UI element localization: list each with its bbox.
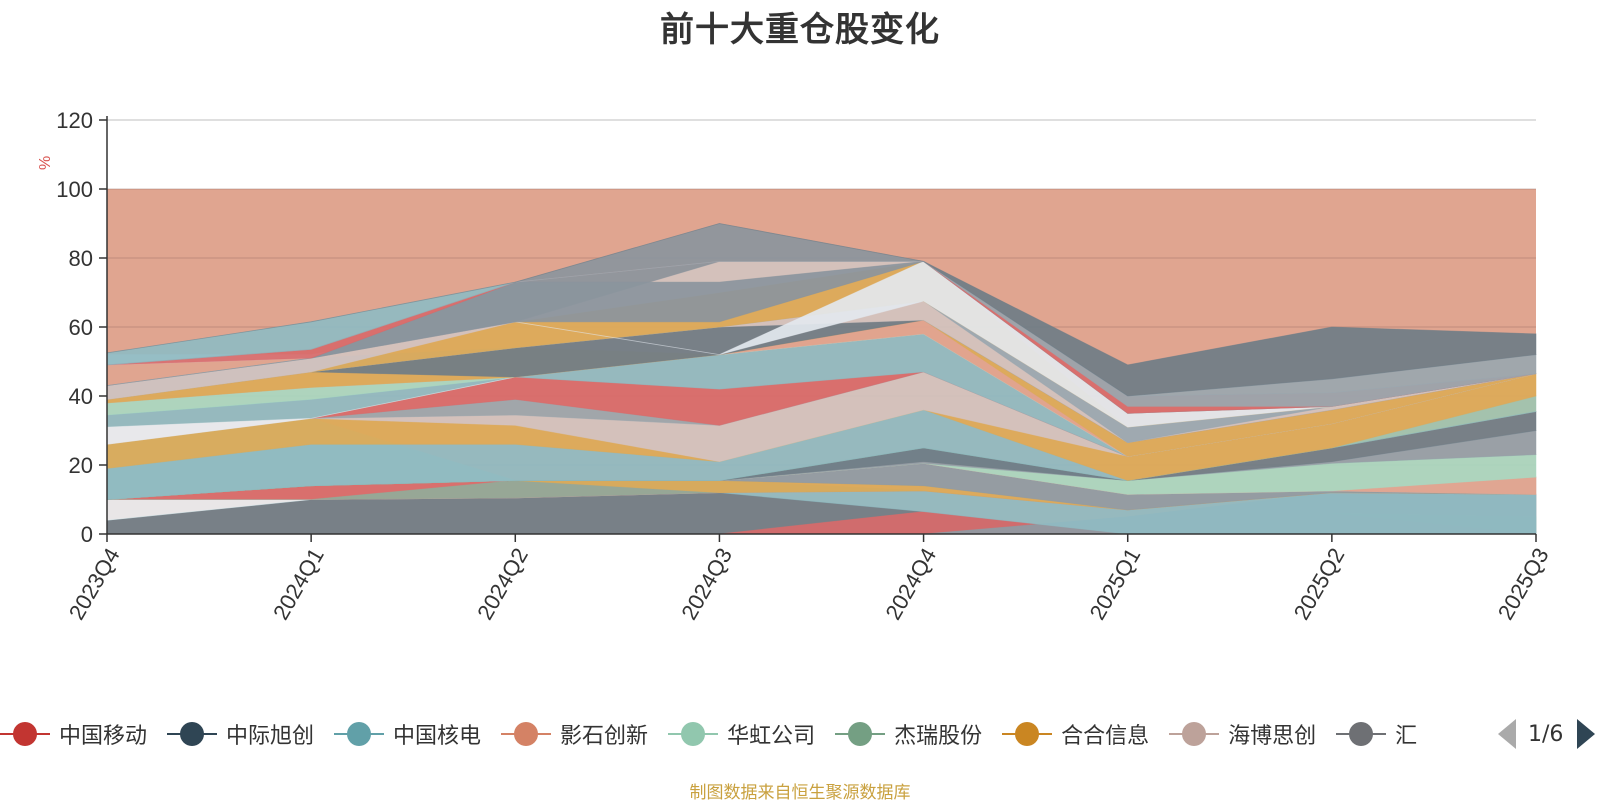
legend-label: 杰瑞股份 xyxy=(894,724,983,749)
legend-page-indicator: 1/6 xyxy=(1528,721,1564,747)
x-tick-label-2: 2024Q2 xyxy=(472,544,533,624)
legend-label: 中际旭创 xyxy=(226,724,315,749)
x-tick-label-7: 2025Q3 xyxy=(1493,544,1554,624)
y-tick-label-2: 40 xyxy=(69,384,93,409)
legend-item-7[interactable]: 海博思创 xyxy=(1169,712,1316,756)
legend-marker-icon xyxy=(1169,722,1220,746)
legend-next-page-icon[interactable] xyxy=(1577,719,1596,749)
legend-item-6[interactable]: 合合信息 xyxy=(1002,712,1149,756)
chart-title: 前十大重仓股变化 xyxy=(660,10,940,50)
y-tick-labels: 0 20 40 60 80 100 120 xyxy=(56,108,93,547)
legend-item-5[interactable]: 杰瑞股份 xyxy=(835,712,982,756)
legend-marker-icon xyxy=(1336,722,1387,746)
legend-prev-page-icon[interactable] xyxy=(1498,719,1516,749)
x-tick-label-3: 2024Q3 xyxy=(676,544,737,624)
legend-label: 汇 xyxy=(1395,724,1418,749)
y-tick-label-4: 80 xyxy=(69,246,93,271)
y-tick-label-0: 0 xyxy=(81,522,93,547)
legend-label: 中国移动 xyxy=(59,724,148,749)
legend-item-0[interactable]: 中国移动 xyxy=(0,712,147,756)
x-tick-labels: 2023Q4 2024Q1 2024Q2 2024Q3 2024Q4 2025Q1 2025… xyxy=(64,544,1554,624)
legend-marker-icon xyxy=(501,722,552,746)
legend-marker-icon xyxy=(0,722,50,746)
x-tick-label-4: 2024Q4 xyxy=(880,544,941,624)
y-tick-label-6: 120 xyxy=(56,108,93,133)
legend-marker-icon xyxy=(167,722,218,746)
legend-marker-icon xyxy=(1002,722,1053,746)
legend-label: 合合信息 xyxy=(1061,724,1150,749)
y-tick-label-1: 20 xyxy=(69,453,93,478)
legend-item-8[interactable]: 汇 xyxy=(1336,712,1417,756)
legend-item-1[interactable]: 中际旭创 xyxy=(167,712,314,756)
axes xyxy=(99,116,1537,542)
legend-item-3[interactable]: 影石创新 xyxy=(501,712,648,756)
legend-marker-icon xyxy=(835,722,886,746)
legend-item-4[interactable]: 华虹公司 xyxy=(668,712,815,756)
legend: 中国移动 中际旭创 中国核电 影石创新 华虹公司 杰瑞股份 合合信息 海博思创 汇 xyxy=(0,712,1485,756)
area-band-40 xyxy=(106,223,1537,397)
legend-label: 华虹公司 xyxy=(727,724,816,749)
legend-item-2[interactable]: 中国核电 xyxy=(334,712,481,756)
legend-pager: 1/6 xyxy=(1498,718,1596,750)
legend-label: 海博思创 xyxy=(1228,724,1317,749)
legend-marker-icon xyxy=(334,722,385,746)
legend-label: 中国核电 xyxy=(393,724,482,749)
x-tick-label-1: 2024Q1 xyxy=(268,544,329,624)
legend-marker-icon xyxy=(668,722,719,746)
area-band-39 xyxy=(106,261,1537,407)
x-tick-label-0: 2023Q4 xyxy=(64,544,125,624)
source-note: 制图数据来自恒生聚源数据库 xyxy=(689,783,911,803)
x-tick-label-6: 2025Q2 xyxy=(1289,544,1350,624)
y-tick-label-5: 100 xyxy=(56,177,93,202)
area-layers xyxy=(106,223,1537,535)
y-axis-label: % xyxy=(37,156,54,170)
y-tick-label-3: 60 xyxy=(69,315,93,340)
x-tick-label-5: 2025Q1 xyxy=(1085,544,1146,624)
legend-label: 影石创新 xyxy=(560,724,649,749)
